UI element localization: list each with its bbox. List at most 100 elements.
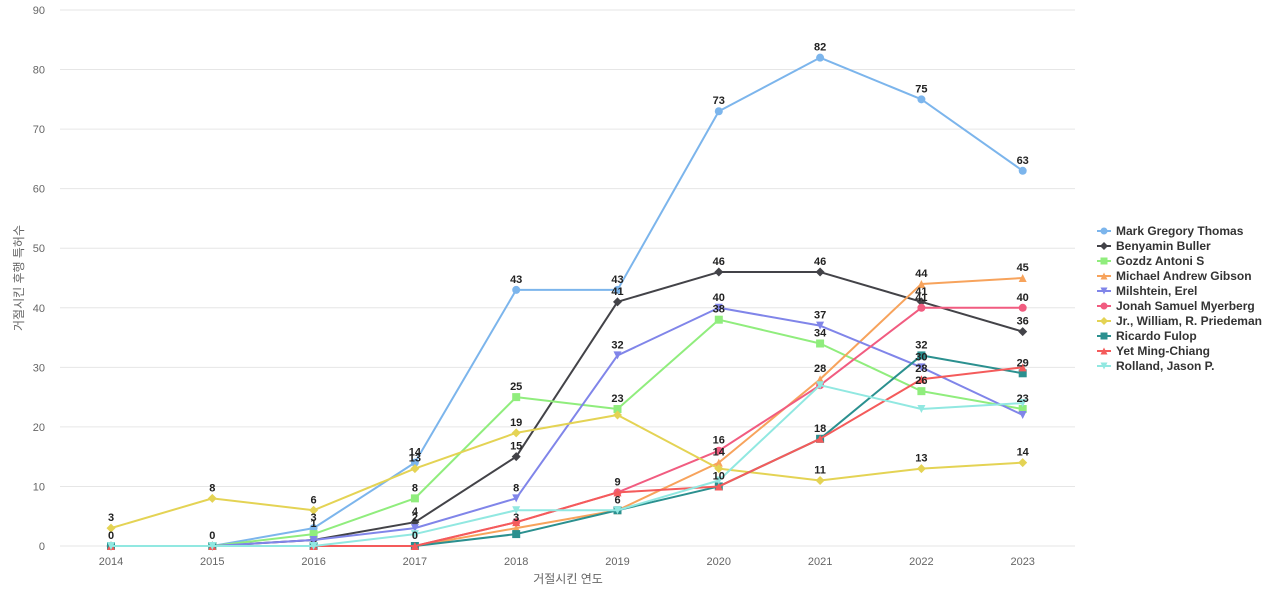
data-label: 41 (915, 292, 927, 304)
data-point (917, 363, 926, 372)
data-label: 82 (814, 42, 826, 54)
data-label: 4 (412, 506, 419, 518)
data-label: 19 (510, 417, 522, 429)
data-point (815, 267, 825, 277)
data-label: 46 (814, 256, 826, 268)
data-point (1018, 410, 1027, 419)
legend-marker (1100, 302, 1108, 310)
grid-lines (60, 9, 1075, 547)
legend-marker (1100, 242, 1108, 250)
data-point (613, 410, 622, 420)
data-point (410, 542, 419, 550)
legend-label: Gozdz Antoni S (1116, 254, 1204, 268)
data-point (714, 458, 723, 467)
legend-item: Milshtein, Erel (1097, 284, 1197, 298)
series-line (110, 354, 1024, 547)
legend-label: Mark Gregory Thomas (1116, 224, 1244, 238)
legend-marker (1100, 257, 1108, 265)
data-point (511, 452, 521, 462)
series-9 (107, 381, 1027, 550)
data-point (309, 505, 319, 515)
data-label: 6 (614, 494, 620, 506)
data-point (917, 95, 926, 104)
data-point (106, 523, 116, 533)
data-label: 43 (611, 274, 623, 286)
data-label: 8 (412, 482, 418, 494)
series-lines (106, 53, 1028, 551)
data-point (917, 405, 926, 414)
x-tick-label: 2023 (1010, 556, 1034, 568)
legend-label: Yet Ming-Chiang (1116, 344, 1210, 358)
data-label: 15 (510, 441, 522, 453)
series-2 (107, 315, 1027, 550)
data-label: 36 (1017, 316, 1029, 328)
series-line (110, 277, 1024, 547)
data-label: 13 (915, 453, 927, 465)
data-point (410, 524, 419, 533)
legend-label: Rolland, Jason P. (1116, 359, 1214, 373)
y-tick-label: 20 (33, 422, 45, 434)
data-label: 34 (814, 328, 827, 340)
legend-item: Benyamin Buller (1097, 239, 1211, 253)
series-line (110, 271, 1024, 547)
series-line (110, 413, 1024, 530)
legend-item: Jonah Samuel Myerberg (1097, 299, 1255, 313)
data-label: 14 (1017, 447, 1030, 459)
data-point (208, 542, 217, 550)
data-label: 44 (915, 268, 928, 280)
legend-label: Jr., William, R. Priedeman (1116, 314, 1262, 328)
data-point (410, 464, 420, 474)
legend-label: Milshtein, Erel (1116, 284, 1197, 298)
data-point (207, 493, 217, 503)
legend-item: Gozdz Antoni S (1097, 254, 1204, 268)
data-point (613, 488, 622, 497)
series-3 (107, 274, 1027, 550)
legend-label: Michael Andrew Gibson (1116, 269, 1252, 283)
y-tick-label: 70 (33, 124, 45, 136)
data-label: 46 (713, 256, 725, 268)
data-label: 30 (915, 351, 927, 363)
data-point (613, 351, 622, 360)
x-tick-label: 2022 (909, 556, 933, 568)
data-label: 73 (713, 95, 725, 107)
legend-label: Jonah Samuel Myerberg (1116, 299, 1255, 313)
legend-item: Rolland, Jason P. (1097, 359, 1214, 373)
legend-marker (1100, 347, 1108, 355)
data-point (1018, 458, 1028, 468)
y-tick-label: 60 (33, 184, 45, 196)
legend-marker (1100, 332, 1108, 340)
data-point (916, 464, 926, 474)
data-point (917, 375, 926, 384)
data-label: 0 (209, 530, 215, 542)
legend-item: Yet Ming-Chiang (1097, 344, 1210, 358)
data-label: 3 (311, 512, 317, 524)
y-tick-label: 80 (33, 65, 45, 77)
data-label: 0 (412, 530, 418, 542)
x-tick-label: 2016 (301, 556, 325, 568)
data-label: 8 (209, 482, 215, 494)
data-label: 23 (1017, 393, 1029, 405)
data-label: 0 (108, 530, 114, 542)
legend-item: Mark Gregory Thomas (1097, 224, 1244, 238)
x-tick-label: 2014 (99, 556, 123, 568)
y-axis-ticks: 0 10 20 30 40 50 60 70 80 90 (33, 5, 45, 553)
data-label: 1 (311, 518, 317, 530)
data-label: 16 (713, 435, 725, 447)
data-label: 38 (713, 304, 725, 316)
data-point (512, 518, 521, 527)
data-label: 32 (611, 339, 623, 351)
data-point (1018, 369, 1027, 378)
data-label: 6 (311, 494, 317, 506)
series-6 (106, 410, 1028, 533)
data-label: 3 (513, 512, 519, 524)
data-point (916, 297, 926, 307)
x-tick-label: 2021 (808, 556, 832, 568)
data-point (816, 321, 825, 330)
series-line (110, 56, 1024, 547)
data-label: 41 (611, 286, 623, 298)
data-point (816, 53, 825, 62)
x-tick-label: 2015 (200, 556, 224, 568)
data-point (815, 475, 825, 485)
